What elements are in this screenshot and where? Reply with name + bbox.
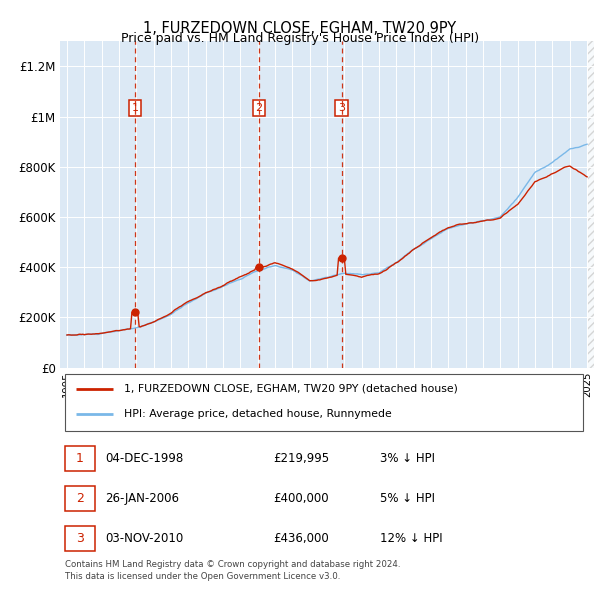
Text: 3: 3	[76, 532, 84, 545]
Text: £219,995: £219,995	[274, 452, 330, 465]
Text: 2: 2	[76, 491, 84, 504]
Bar	[65, 445, 95, 471]
Text: 1: 1	[76, 452, 84, 465]
Text: 04-DEC-1998: 04-DEC-1998	[106, 452, 184, 465]
Text: 2: 2	[256, 103, 262, 113]
Bar	[65, 374, 583, 431]
Text: £436,000: £436,000	[274, 532, 329, 545]
Bar	[65, 526, 95, 551]
Text: 26-JAN-2006: 26-JAN-2006	[106, 491, 179, 504]
Text: HPI: Average price, detached house, Runnymede: HPI: Average price, detached house, Runn…	[124, 409, 392, 419]
Text: 3: 3	[338, 103, 345, 113]
Text: Contains HM Land Registry data © Crown copyright and database right 2024.: Contains HM Land Registry data © Crown c…	[65, 560, 401, 569]
Text: £400,000: £400,000	[274, 491, 329, 504]
Text: Price paid vs. HM Land Registry's House Price Index (HPI): Price paid vs. HM Land Registry's House …	[121, 32, 479, 45]
Bar	[65, 486, 95, 511]
Text: 1, FURZEDOWN CLOSE, EGHAM, TW20 9PY (detached house): 1, FURZEDOWN CLOSE, EGHAM, TW20 9PY (det…	[124, 384, 458, 394]
Text: 12% ↓ HPI: 12% ↓ HPI	[380, 532, 443, 545]
Text: 3% ↓ HPI: 3% ↓ HPI	[380, 452, 436, 465]
Text: This data is licensed under the Open Government Licence v3.0.: This data is licensed under the Open Gov…	[65, 572, 341, 581]
Text: 1: 1	[131, 103, 139, 113]
Text: 1, FURZEDOWN CLOSE, EGHAM, TW20 9PY: 1, FURZEDOWN CLOSE, EGHAM, TW20 9PY	[143, 21, 457, 35]
Text: 03-NOV-2010: 03-NOV-2010	[106, 532, 184, 545]
Text: 5% ↓ HPI: 5% ↓ HPI	[380, 491, 436, 504]
